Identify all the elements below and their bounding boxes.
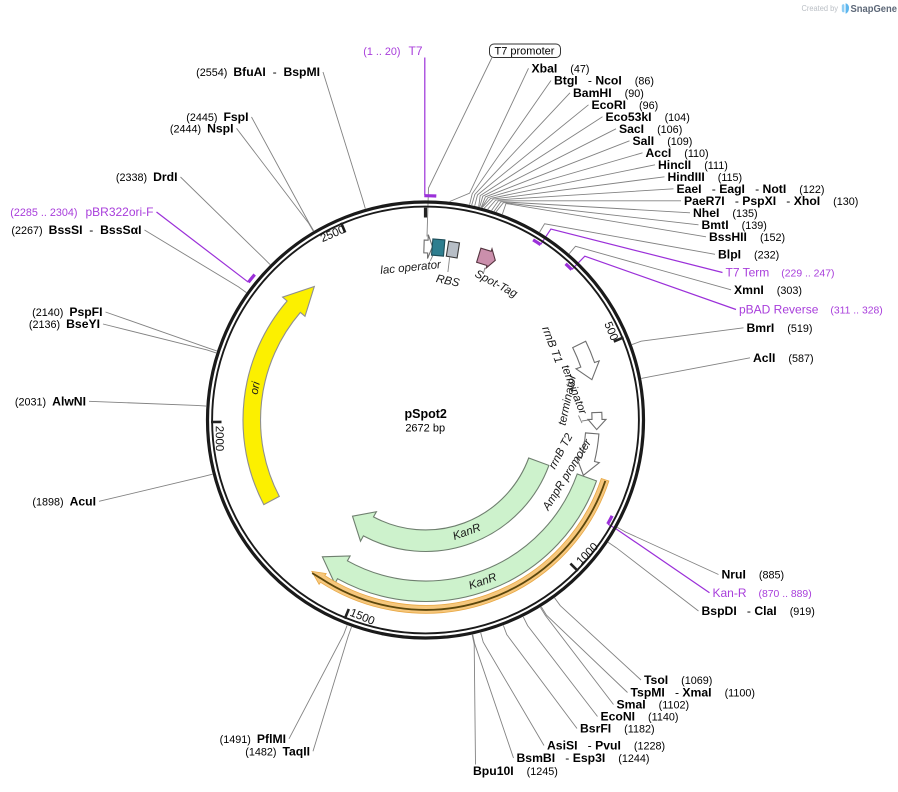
svg-text:BspDI - ClaI(919): BspDI - ClaI(919) (702, 604, 815, 618)
svg-text:(2554)BfuAI - BspMI: (2554)BfuAI - BspMI (196, 65, 320, 79)
svg-text:Kan-R(870 .. 889): Kan-R(870 .. 889) (713, 586, 812, 600)
svg-text:BsmBI - Esp3I(1244): BsmBI - Esp3I(1244) (517, 751, 650, 765)
svg-text:2000: 2000 (213, 426, 225, 452)
svg-text:(1 .. 20)T7: (1 .. 20)T7 (363, 44, 423, 58)
svg-text:TspMI - XmaI(1100): TspMI - XmaI(1100) (631, 686, 755, 700)
svg-text:(2338)DrdI: (2338)DrdI (116, 170, 178, 184)
svg-text:pSpot2: pSpot2 (405, 407, 447, 421)
svg-text:pBAD Reverse(311 .. 328): pBAD Reverse(311 .. 328) (739, 303, 883, 317)
svg-text:SnapGene: SnapGene (851, 3, 898, 15)
svg-text:2672 bp: 2672 bp (405, 423, 445, 435)
svg-text:ori: ori (249, 380, 263, 395)
svg-text:T7 promoter: T7 promoter (495, 46, 555, 58)
svg-text:Created by: Created by (802, 3, 839, 13)
svg-text:(2267)BssSI - BssSαI: (2267)BssSI - BssSαI (11, 223, 141, 237)
